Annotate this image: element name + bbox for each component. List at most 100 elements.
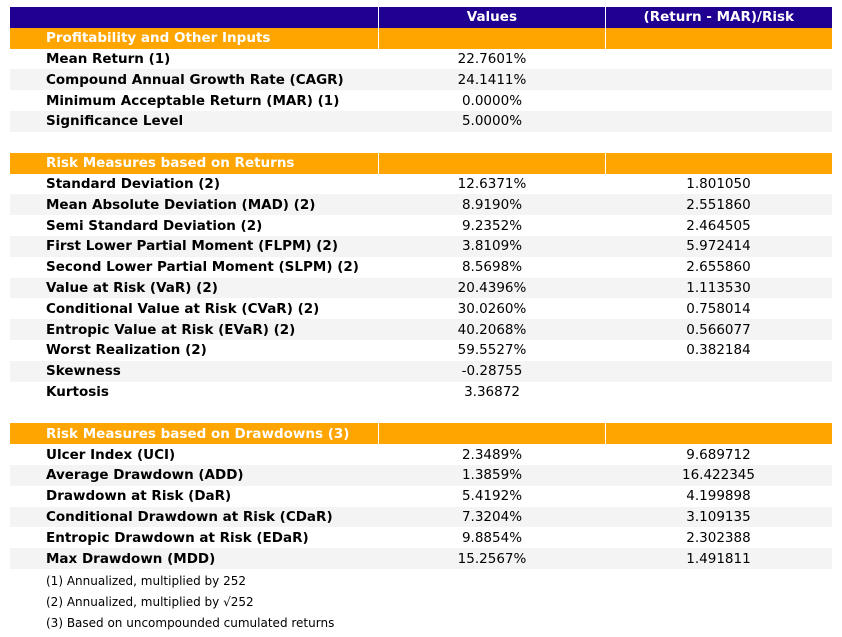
metric-ratio: 0.566077 <box>686 321 751 338</box>
table-row: Kurtosis 3.36872 <box>10 382 832 403</box>
metric-value: 9.2352% <box>461 217 523 234</box>
table-row: Skewness -0.28755 <box>10 360 832 382</box>
metric-label: Value at Risk (VaR) (2) <box>46 279 218 296</box>
metric-ratio: 16.422345 <box>681 467 755 484</box>
section-title: Risk Measures based on Drawdowns (3) <box>46 425 350 442</box>
metric-ratio: 1.113530 <box>686 279 751 296</box>
table-row: Second Lower Partial Moment (SLPM) (2) 8.… <box>10 257 832 278</box>
metric-value: 0.0000% <box>461 92 523 109</box>
metric-ratio: 1.801050 <box>686 175 751 192</box>
metric-ratio: 2.464505 <box>686 217 751 234</box>
metric-label: Entropic Drawdown at Risk (EDaR) <box>46 529 309 546</box>
table-row: Conditional Value at Risk (CVaR) (2) 30.0… <box>10 298 832 319</box>
metric-ratio: 0.382184 <box>686 342 751 359</box>
metric-ratio: 9.689712 <box>686 446 751 463</box>
table-row: Mean Return (1) 22.7601% <box>10 49 832 70</box>
header-values-col: Values <box>378 7 604 28</box>
metric-ratio: 1.491811 <box>686 550 751 567</box>
metric-label: Minimum Acceptable Return (MAR) (1) <box>46 92 340 109</box>
metric-label: Skewness <box>46 363 121 380</box>
metric-value: 24.1411% <box>457 71 527 88</box>
footnote: (1) Annualized, multiplied by 252 <box>46 574 246 588</box>
table-row: First Lower Partial Moment (FLPM) (2) 3.8… <box>10 235 832 257</box>
metric-value: 12.6371% <box>457 175 527 192</box>
section-header: Risk Measures based on Drawdowns (3) <box>10 423 832 445</box>
spacer-row <box>10 402 832 423</box>
metric-value: 7.3204% <box>461 508 523 525</box>
table-row: Entropic Drawdown at Risk (EDaR) 9.8854% 2… <box>10 527 832 548</box>
table-row: Conditional Drawdown at Risk (CDaR) 7.320… <box>10 506 832 528</box>
table-row: Semi Standard Deviation (2) 9.2352% 2.4645… <box>10 215 832 236</box>
metric-value: 8.9190% <box>461 196 523 213</box>
metric-ratio: 5.972414 <box>686 238 751 255</box>
section-empty-cell <box>378 152 604 174</box>
metric-ratio: 2.551860 <box>686 196 751 213</box>
table-row: Value at Risk (VaR) (2) 20.4396% 1.113530 <box>10 277 832 299</box>
metric-label: First Lower Partial Moment (FLPM) (2) <box>46 238 338 255</box>
metric-ratio: 0.758014 <box>686 300 751 317</box>
table-row: Entropic Value at Risk (EVaR) (2) 40.2068… <box>10 319 832 340</box>
metric-value: 22.7601% <box>457 50 527 67</box>
section-title: Risk Measures based on Returns <box>46 155 295 172</box>
metric-label: Semi Standard Deviation (2) <box>46 217 263 234</box>
metric-value: 2.3489% <box>461 446 523 463</box>
metric-label: Conditional Value at Risk (CVaR) (2) <box>46 300 320 317</box>
metric-label: Conditional Drawdown at Risk (CDaR) <box>46 508 333 525</box>
metric-label: Average Drawdown (ADD) <box>46 467 244 484</box>
section-empty-cell <box>604 423 832 445</box>
metric-label: Mean Absolute Deviation (MAD) (2) <box>46 196 316 213</box>
section-empty-cell <box>604 27 832 49</box>
metric-value: -0.28755 <box>461 363 523 380</box>
table-row: Average Drawdown (ADD) 1.3859% 16.422345 <box>10 464 832 486</box>
metric-value: 5.0000% <box>461 113 523 130</box>
section-empty-cell <box>604 152 832 174</box>
metric-value: 20.4396% <box>457 279 527 296</box>
table-row: Drawdown at Risk (DaR) 5.4192% 4.199898 <box>10 486 832 507</box>
metric-value: 1.3859% <box>461 467 523 484</box>
section-empty-cell <box>378 27 604 49</box>
metric-value: 30.0260% <box>457 300 527 317</box>
metric-value: 3.36872 <box>464 383 520 400</box>
metric-label: Max Drawdown (MDD) <box>46 550 216 567</box>
metric-value: 40.2068% <box>457 321 527 338</box>
table-row: Standard Deviation (2) 12.6371% 1.801050 <box>10 174 832 195</box>
metric-label: Mean Return (1) <box>46 50 171 67</box>
metric-ratio: 3.109135 <box>686 508 751 525</box>
metric-label: Compound Annual Growth Rate (CAGR) <box>46 71 344 88</box>
footnote: (3) Based on uncompounded cumulated retu… <box>46 616 335 630</box>
section-header: Profitability and Other Inputs <box>10 27 832 49</box>
table-row: Mean Absolute Deviation (MAD) (2) 8.9190%… <box>10 194 832 216</box>
metric-value: 8.5698% <box>461 259 523 276</box>
risk-table: Values (Return - MAR)/Risk Profitability… <box>10 7 832 569</box>
header-ratio-col: (Return - MAR)/Risk <box>604 7 832 28</box>
table-header: Values (Return - MAR)/Risk <box>10 7 832 28</box>
section-empty-cell <box>378 423 604 445</box>
metric-label: Worst Realization (2) <box>46 342 207 359</box>
section-title: Profitability and Other Inputs <box>46 30 271 47</box>
metric-label: Second Lower Partial Moment (SLPM) (2) <box>46 259 359 276</box>
table-row: Worst Realization (2) 59.5527% 0.382184 <box>10 340 832 361</box>
metric-value: 5.4192% <box>461 488 523 505</box>
metric-ratio: 2.302388 <box>686 529 751 546</box>
metric-label: Significance Level <box>46 113 184 130</box>
metric-value: 15.2567% <box>457 550 527 567</box>
metric-value: 59.5527% <box>457 342 527 359</box>
table-row: Max Drawdown (MDD) 15.2567% 1.491811 <box>10 548 832 569</box>
footnote: (2) Annualized, multiplied by √252 <box>46 595 254 609</box>
metric-ratio: 2.655860 <box>686 259 751 276</box>
metric-label: Drawdown at Risk (DaR) <box>46 488 232 505</box>
metric-label: Entropic Value at Risk (EVaR) (2) <box>46 321 296 338</box>
spacer-row <box>10 132 832 153</box>
table-row: Compound Annual Growth Rate (CAGR) 24.141… <box>10 69 832 91</box>
footnotes: (1) Annualized, multiplied by 252 (2) An… <box>46 571 334 634</box>
metric-label: Ulcer Index (UCI) <box>46 446 176 463</box>
table-row: Minimum Acceptable Return (MAR) (1) 0.000… <box>10 90 832 111</box>
table-body: Profitability and Other Inputs Mean Retur… <box>10 27 832 569</box>
metric-ratio: 4.199898 <box>686 488 751 505</box>
table-row: Significance Level 5.0000% <box>10 110 832 132</box>
metric-value: 3.8109% <box>461 238 523 255</box>
section-header: Risk Measures based on Returns <box>10 152 832 174</box>
table-row: Ulcer Index (UCI) 2.3489% 9.689712 <box>10 444 832 465</box>
metric-value: 9.8854% <box>461 529 523 546</box>
metric-label: Kurtosis <box>46 383 109 400</box>
